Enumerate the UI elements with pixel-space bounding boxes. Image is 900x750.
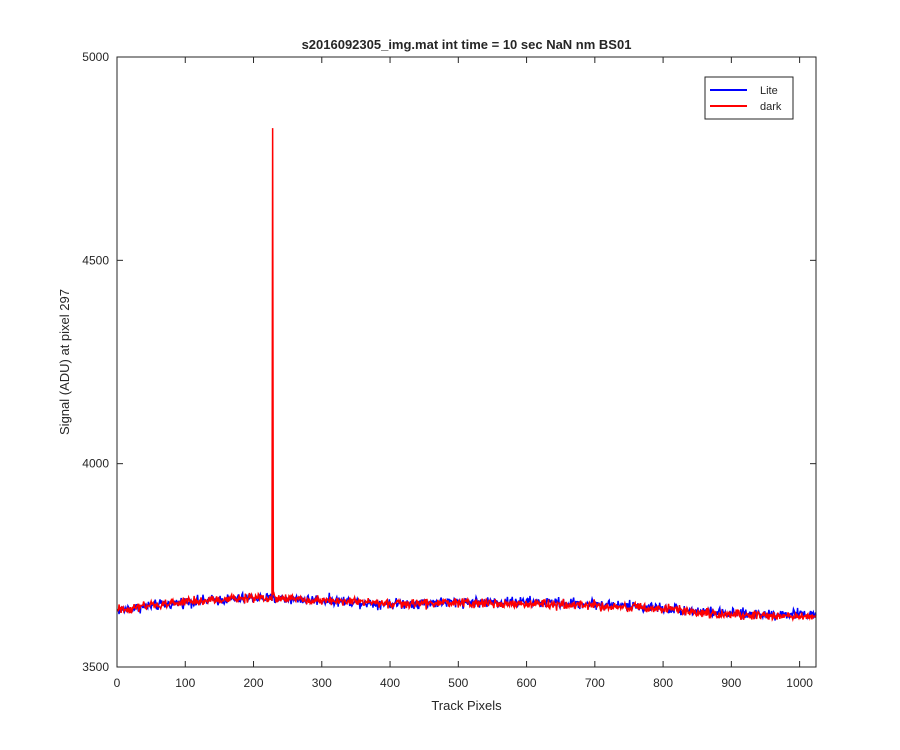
x-tick-label: 700 (585, 676, 605, 690)
x-tick-label: 600 (517, 676, 537, 690)
x-tick-label: 900 (721, 676, 741, 690)
legend-label-dark: dark (760, 101, 782, 113)
series-layer (116, 128, 817, 623)
x-tick-label: 100 (175, 676, 195, 690)
axes-background (117, 57, 816, 667)
series-line-dark (116, 128, 817, 623)
y-axis-label: Signal (ADU) at pixel 297 (57, 289, 72, 435)
x-tick-label: 0 (114, 676, 121, 690)
x-tick-label: 300 (312, 676, 332, 690)
y-tick-label: 3500 (82, 660, 109, 674)
legend-label-lite: Lite (760, 85, 778, 97)
y-tick-label: 5000 (82, 50, 109, 64)
x-tick-label: 1000 (786, 676, 813, 690)
axes-box (116, 56, 817, 668)
chart-title: s2016092305_img.mat int time = 10 sec Na… (302, 37, 632, 52)
tick-layer: 0 100 200 300 400 500 600 700 800 900 1000 3500 4000… (82, 50, 816, 690)
legend-box (704, 76, 794, 120)
x-axis-label: Track Pixels (431, 698, 502, 713)
x-tick-label: 200 (244, 676, 264, 690)
y-tick-label: 4000 (82, 457, 109, 471)
x-tick-label: 800 (653, 676, 673, 690)
y-tick-label: 4500 (82, 253, 109, 267)
x-tick-label: 400 (380, 676, 400, 690)
legend[interactable]: Lite dark (704, 76, 794, 120)
x-tick-label: 500 (448, 676, 468, 690)
